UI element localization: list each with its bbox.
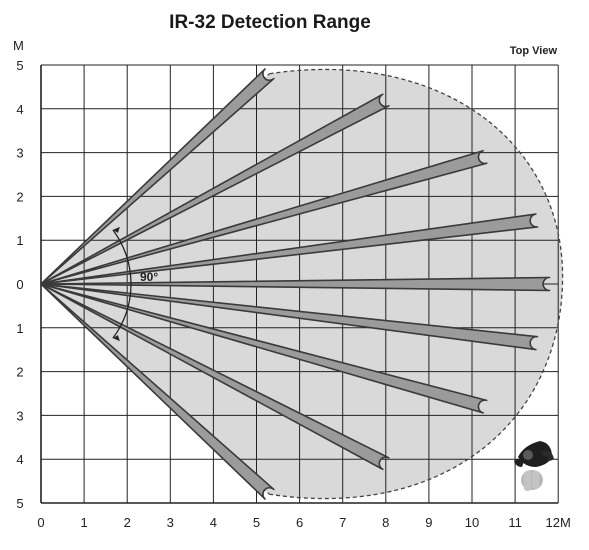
x-tick-label: 4 (210, 515, 217, 530)
x-tick-label: 8 (382, 515, 389, 530)
view-label: Top View (510, 45, 558, 57)
x-tick-label: 0 (37, 515, 44, 530)
detection-beam-9 (40, 283, 275, 500)
arc-arrowhead (112, 226, 120, 233)
y-tick-label: 4 (16, 102, 23, 117)
detection-beam-7 (40, 283, 488, 414)
y-tick-label: 3 (16, 146, 23, 161)
detection-beam-6 (40, 283, 539, 351)
beams (40, 68, 551, 500)
field-of-view-arc-line (112, 229, 132, 339)
y-tick-label: 4 (16, 452, 23, 467)
x-axis-end-label: 12M (546, 515, 571, 530)
y-tick-label: 1 (16, 233, 23, 248)
y-tick-label: 2 (16, 189, 23, 204)
detection-beam-2 (40, 93, 390, 285)
y-tick-label: 3 (16, 408, 23, 423)
diagram-title: IR-32 Detection Range (169, 12, 371, 33)
x-tick-label: 6 (296, 515, 303, 530)
y-tick-label: 0 (16, 277, 23, 292)
detection-beam-8 (40, 283, 390, 471)
x-tick-label: 1 (80, 515, 87, 530)
x-tick-label: 5 (253, 515, 260, 530)
detection-beam-4 (40, 213, 539, 285)
y-tick-label: 2 (16, 365, 23, 380)
arc-arrowhead (112, 335, 120, 342)
field-of-view-arc: 90° (112, 226, 158, 342)
detection-beam-1 (40, 68, 275, 285)
x-tick-label: 7 (339, 515, 346, 530)
y-tick-label: 1 (16, 321, 23, 336)
x-tick-label: 9 (425, 515, 432, 530)
detection-beam-3 (40, 149, 488, 285)
y-tick-label: 5 (16, 496, 23, 511)
y-tick-label: 5 (16, 58, 23, 73)
detection-zone-boundary (269, 68, 564, 500)
x-tick-label: 11 (508, 515, 522, 530)
y-axis-unit-label: M (13, 38, 24, 53)
x-tick-label: 2 (124, 515, 131, 530)
detection-beam-5 (40, 276, 551, 292)
field-of-view-angle-label: 90° (140, 270, 158, 284)
person-walking-icon (514, 441, 554, 491)
x-tick-label: 3 (167, 515, 174, 530)
x-tick-label: 10 (465, 515, 479, 530)
